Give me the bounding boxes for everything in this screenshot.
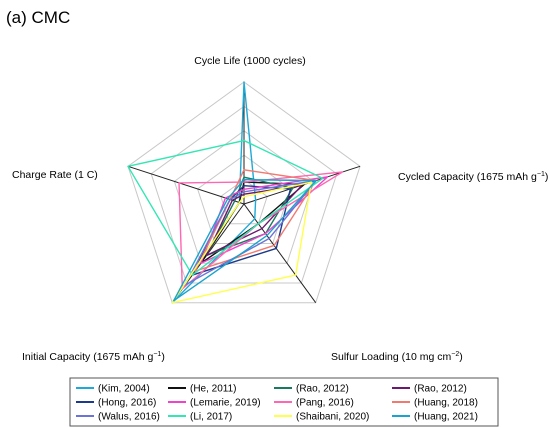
legend-label: (Huang, 2021) [414, 412, 478, 423]
legend-item: (Kim, 2004) [76, 384, 150, 395]
legend-item: (Lemarie, 2019) [168, 398, 261, 409]
axis-spoke [127, 165, 245, 205]
legend-item: (Walus, 2016) [76, 412, 160, 423]
grid-ring [150, 105, 338, 284]
legend-label: (Hong, 2016) [98, 398, 156, 409]
axis-label: Sulfur Loading (10 mg cm−2) [331, 351, 463, 363]
series-polygon [206, 176, 294, 257]
legend-label: (Li, 2017) [190, 412, 232, 423]
legend-label: (Rao, 2012) [414, 384, 467, 395]
legend-label: (Pang, 2016) [296, 398, 354, 409]
grid-ring [220, 178, 268, 225]
series-polygon [178, 171, 344, 290]
legend-label: (Kim, 2004) [98, 384, 150, 395]
legend-label: (Rao, 2012) [296, 384, 349, 395]
axis-label: Charge Rate (1 C) [12, 169, 98, 181]
legend: (Kim, 2004) (He, 2011) (Rao, 2012) (Rao, 20… [69, 377, 499, 427]
legend-item: (Hong, 2016) [76, 398, 156, 409]
panel-label: (a) CMC [6, 8, 70, 27]
series-polygon [184, 179, 317, 286]
axis-spoke [243, 203, 317, 303]
radar-series-group [127, 81, 344, 304]
legend-label: (Shaibani, 2020) [296, 412, 369, 423]
grid-ring [173, 130, 315, 264]
axis-label: Cycle Life (1000 cycles) [194, 55, 305, 67]
series-polygon [171, 181, 312, 304]
legend-label: (He, 2011) [190, 384, 237, 395]
axis-label: Cycled Capacity (1675 mAh g−1) [398, 171, 548, 183]
series-polygon [173, 178, 317, 302]
legend-label: (Huang, 2018) [414, 398, 478, 409]
legend-label: (Lemarie, 2019) [190, 398, 261, 409]
legend-item: (Rao, 2012) [392, 384, 467, 395]
legend-item: (Huang, 2021) [392, 412, 478, 423]
legend-label: (Walus, 2016) [98, 412, 160, 423]
legend-item: (Li, 2017) [168, 412, 232, 423]
series-polygon [200, 176, 329, 264]
series-polygon [127, 139, 324, 276]
legend-item: (He, 2011) [168, 384, 237, 395]
legend-item: (Pang, 2016) [274, 398, 354, 409]
axis-labels: Cycle Life (1000 cycles) Cycled Capacity … [12, 55, 548, 363]
legend-item: (Huang, 2018) [392, 398, 478, 409]
legend-item: (Shaibani, 2020) [274, 412, 369, 423]
legend-item: (Rao, 2012) [274, 384, 349, 395]
grid-ring [127, 81, 361, 304]
axis-label: Initial Capacity (1675 mAh g−1) [22, 351, 165, 363]
